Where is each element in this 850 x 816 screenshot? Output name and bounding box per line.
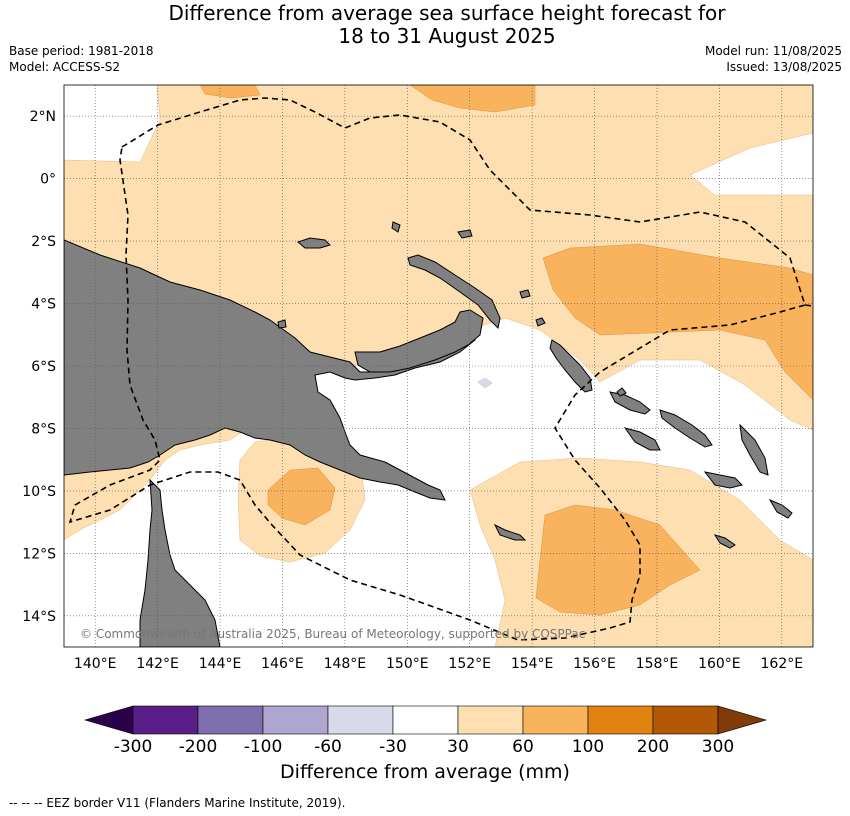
anomaly-60-100-north: [199, 85, 261, 99]
map-plot-area: © Commonwealth of Australia 2025, Bureau…: [64, 85, 813, 647]
grid-lines: [64, 85, 813, 647]
eez-png-boundary: [68, 97, 807, 641]
solomons-1: [609, 391, 651, 415]
latitude-tick-label: 12°S: [22, 546, 56, 562]
latitude-tick-label: 4°S: [31, 297, 56, 313]
solomons-4: [739, 423, 769, 476]
colorbar-tick-label: 30: [447, 737, 469, 757]
new-ireland: [407, 254, 501, 330]
colorbar-bin: [132, 705, 199, 735]
issued-date: Issued: 13/08/2025: [726, 60, 842, 74]
colorbar-tick-label: 300: [702, 737, 734, 757]
latitude-tick-label: 6°S: [31, 359, 56, 375]
latitude-tick-label: 14°S: [22, 609, 56, 625]
longitude-tick-label: 140°E: [74, 656, 117, 672]
colorbar-bin: [392, 705, 459, 735]
rennell-island: [768, 498, 793, 519]
base-period: Base period: 1981-2018: [9, 44, 154, 58]
colorbar-bin: [587, 705, 654, 735]
colorbar-tick-labels: -300 -200 -100 -60 -30 30 60 100 200 300: [114, 737, 735, 757]
anomaly-60-100-east: [542, 243, 813, 401]
new-guinea: [64, 239, 476, 501]
anomaly-neg30-neg60-patch: [477, 377, 493, 389]
model-name: Model: ACCESS-S2: [9, 60, 121, 74]
latitude-tick-label: 8°S: [31, 421, 56, 437]
anomaly-60-100-south: [535, 504, 701, 616]
small-island-4: [616, 387, 627, 397]
latitude-labels: 2°N 0° 2°S 4°S 6°S 8°S 10°S 12°S 14°S: [22, 109, 56, 625]
colorbar-bin: [652, 705, 719, 735]
model-run: Model run: 11/08/2025: [704, 44, 842, 58]
anomaly-60-100-gulf: [267, 467, 336, 526]
colorbar: [83, 705, 768, 735]
new-britain: [354, 309, 484, 373]
manus-island: [297, 237, 331, 249]
title-line-2: 18 to 31 August 2025: [338, 24, 556, 48]
longitude-tick-label: 148°E: [324, 656, 367, 672]
longitude-tick-label: 152°E: [448, 656, 491, 672]
colorbar-title: Difference from average (mm): [280, 761, 570, 783]
colorbar-high-extension: [717, 705, 768, 735]
small-island-3: [277, 319, 287, 329]
small-island-5: [519, 289, 531, 299]
anomaly-60-100-north-2: [409, 85, 536, 113]
colorbar-low-extension: [83, 705, 134, 735]
longitude-tick-label: 162°E: [761, 656, 804, 672]
louisiade-islands: [493, 523, 527, 541]
colorbar-bin: [457, 705, 524, 735]
cape-york-australia: [139, 478, 221, 647]
colorbar-tick-label: 60: [512, 737, 534, 757]
copyright-notice: © Commonwealth of Australia 2025, Bureau…: [80, 627, 585, 641]
longitude-tick-label: 156°E: [573, 656, 616, 672]
colorbar-bin: [197, 705, 264, 735]
longitude-tick-label: 144°E: [199, 656, 242, 672]
longitude-labels: 140°E 142°E 144°E 146°E 148°E 150°E 152°E 154°E…: [74, 656, 803, 672]
eez-footnote: -- -- -- EEZ border V11 (Flanders Marine…: [9, 796, 346, 810]
small-island-1: [457, 229, 473, 239]
longitude-tick-label: 142°E: [136, 656, 179, 672]
latitude-tick-label: 2°N: [30, 109, 56, 125]
right-metadata: Model run: 11/08/2025 Issued: 13/08/2025: [705, 43, 842, 75]
left-metadata: Base period: 1981-2018 Model: ACCESS-S2: [9, 43, 154, 75]
colorbar-tick-label: -30: [379, 737, 407, 757]
colorbar-tick-label: -300: [114, 737, 153, 757]
title-line-1: Difference from average sea surface heig…: [168, 1, 726, 25]
map-frame: [63, 84, 814, 648]
colorbar-tick-label: -60: [314, 737, 342, 757]
colorbar-tick-label: 100: [572, 737, 604, 757]
eez-east-boundary: [804, 304, 813, 307]
map-title: Difference from average sea surface heig…: [0, 2, 850, 48]
land-masses: [64, 221, 793, 647]
small-island-6: [535, 317, 546, 327]
longitude-tick-label: 160°E: [698, 656, 741, 672]
colorbar-bin: [327, 705, 394, 735]
solomons-3: [623, 427, 661, 451]
small-island-2: [391, 221, 401, 233]
latitude-tick-label: 2°S: [31, 234, 56, 250]
colorbar-tick-label: 200: [637, 737, 669, 757]
colorbar-tick-label: -100: [244, 737, 283, 757]
longitude-tick-label: 146°E: [261, 656, 304, 672]
colorbar-bin: [262, 705, 329, 735]
longitude-tick-label: 150°E: [386, 656, 429, 672]
colorbar-tick-label: -200: [179, 737, 218, 757]
longitude-tick-label: 154°E: [511, 656, 554, 672]
colorbar-bin: [522, 705, 589, 735]
eez-borders: [68, 97, 813, 641]
solomons-5: [703, 471, 743, 489]
longitude-tick-label: 158°E: [636, 656, 679, 672]
latitude-tick-label: 10°S: [22, 484, 56, 500]
latitude-tick-label: 0°: [40, 172, 56, 188]
